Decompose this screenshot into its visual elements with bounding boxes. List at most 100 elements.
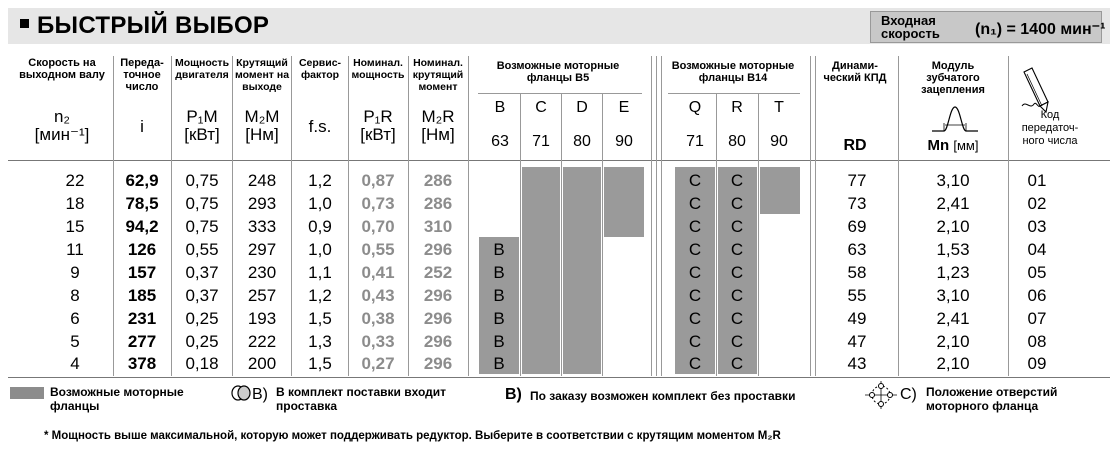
cell-n2: 4 <box>70 354 80 373</box>
cell-p1r: 0,27 <box>361 354 395 373</box>
b14-flange-71-available <box>675 167 715 374</box>
symbol-dynamic-efficiency: RD <box>843 137 867 154</box>
input-speed-box: Входная скорость (n₁) = 1400 мин⁻¹ <box>870 11 1105 43</box>
cell-fs: 1,0 <box>308 194 332 213</box>
header-b14-flanges: Возможные моторные фланцы B14 <box>671 60 795 84</box>
cell-p1r: 0,41 <box>361 263 395 282</box>
cell-b14-r: C <box>730 240 744 259</box>
legend-holes-text: Положение отверстий моторного фланца <box>926 385 1058 413</box>
column-divider <box>408 56 409 376</box>
pencil-icon <box>1021 67 1049 114</box>
cell-ratio: 62,9 <box>125 171 159 190</box>
b14-flange-size: 71 <box>686 133 704 150</box>
cell-m2m: 297 <box>247 240 277 259</box>
cell-code: 06 <box>1027 286 1047 305</box>
cell-b14-r: C <box>730 332 744 351</box>
header-divider <box>8 160 1110 161</box>
column-divider <box>1008 56 1009 376</box>
cell-b14-q: C <box>688 217 702 236</box>
cell-code: 07 <box>1027 309 1047 328</box>
legend-flange-swatch <box>10 387 44 399</box>
cell-b14-q: C <box>688 354 702 373</box>
cell-p1r: 0,43 <box>361 286 395 305</box>
cell-m2r: 286 <box>423 194 453 213</box>
cell-b14-q: C <box>688 194 702 213</box>
b5-subheader-line <box>478 93 642 94</box>
cell-b5-mark: B <box>493 286 505 305</box>
b14-subheader-line <box>668 93 800 94</box>
cell-ratio: 277 <box>127 332 157 351</box>
cell-p1r: 0,73 <box>361 194 395 213</box>
legend-spacer-text: В комплект поставки входит проставка <box>276 385 447 413</box>
cell-m2m: 257 <box>247 286 277 305</box>
b5-flange-size: 80 <box>573 133 591 150</box>
cell-b14-r: C <box>730 171 744 190</box>
cell-m2r: 310 <box>423 217 453 236</box>
table-bottom-divider <box>8 377 1110 378</box>
b14-flange-90-available <box>760 167 800 214</box>
b5-flange-63-available <box>479 237 519 374</box>
column-divider <box>716 94 717 376</box>
cell-ratio: 126 <box>127 240 157 259</box>
cell-rd: 43 <box>847 354 867 373</box>
cell-m2m: 222 <box>247 332 277 351</box>
legend-flanges-text: Возможные моторные фланцы <box>50 385 184 413</box>
symbol-service-factor: f.s. <box>308 117 332 136</box>
cell-b14-r: C <box>730 354 744 373</box>
cell-p1m: 0,37 <box>185 263 219 282</box>
column-divider <box>291 56 292 376</box>
module-symbol-text: Mn <box>927 137 950 154</box>
cell-b5-mark <box>481 193 517 215</box>
cell-rd: 63 <box>847 240 867 259</box>
cell-b5-mark: B <box>493 354 505 373</box>
symbol-torque: M₂M <box>244 107 280 126</box>
input-speed-label: Входная скорость <box>881 13 940 41</box>
cell-m2r: 286 <box>423 171 453 190</box>
b5-flange-90-available <box>604 167 644 237</box>
cell-p1r: 0,33 <box>361 332 395 351</box>
cell-mn: 1,23 <box>936 263 970 282</box>
cell-b14-q: C <box>688 286 702 305</box>
cell-ratio: 157 <box>127 263 157 282</box>
cell-b5-mark <box>481 170 517 192</box>
b5-flange-size: 90 <box>615 133 633 150</box>
cell-rd: 69 <box>847 217 867 236</box>
cell-m2r: 296 <box>423 332 453 351</box>
cell-mn: 1,53 <box>936 240 970 259</box>
cell-n2: 9 <box>70 263 80 282</box>
legend-spacer-mark: B) <box>252 386 268 403</box>
header-torque: Крутящий момент на выходе <box>234 57 290 93</box>
cell-m2m: 193 <box>247 309 277 328</box>
cell-n2: 8 <box>70 286 80 305</box>
b14-flange-letter: T <box>774 99 784 116</box>
header-nominal-power: Номинал. мощность <box>351 57 405 81</box>
b5-flange-71-available <box>522 167 560 374</box>
cell-code: 09 <box>1027 354 1047 373</box>
legend-holes-mark: C) <box>900 386 917 403</box>
cell-fs: 1,3 <box>308 332 332 351</box>
header-speed: Скорость на выходном валу <box>19 57 105 81</box>
header-dynamic-efficiency: Динами-ческий КПД <box>823 60 887 84</box>
unit-nominal-power: [кВт] <box>360 125 396 144</box>
legend-nospacer-mark: B) <box>505 386 522 403</box>
cell-b5-mark: B <box>493 332 505 351</box>
b5-flange-letter: C <box>535 99 547 116</box>
cell-m2r: 296 <box>423 354 453 373</box>
footnote: * Мощность выше максимальной, которую мо… <box>44 430 781 442</box>
b14-flange-letter: Q <box>688 99 702 116</box>
column-divider <box>520 94 521 376</box>
cell-fs: 1,5 <box>308 354 332 373</box>
b5-flange-80-available <box>563 167 601 374</box>
cell-p1m: 0,18 <box>185 354 219 373</box>
column-divider <box>348 56 349 376</box>
legend-nospacer-text: По заказу возможен комплект без проставк… <box>530 389 796 403</box>
header-code: Код передаточ-ного числа <box>1021 109 1079 147</box>
cell-fs: 1,2 <box>308 171 332 190</box>
cell-n2: 5 <box>70 332 80 351</box>
cell-code: 05 <box>1027 263 1047 282</box>
cell-p1m: 0,25 <box>185 309 219 328</box>
cell-mn: 3,10 <box>936 286 970 305</box>
symbol-nominal-power: P₁R <box>363 107 393 126</box>
unit-speed: [мин⁻¹] <box>34 125 90 144</box>
cell-b14-r: C <box>730 217 744 236</box>
